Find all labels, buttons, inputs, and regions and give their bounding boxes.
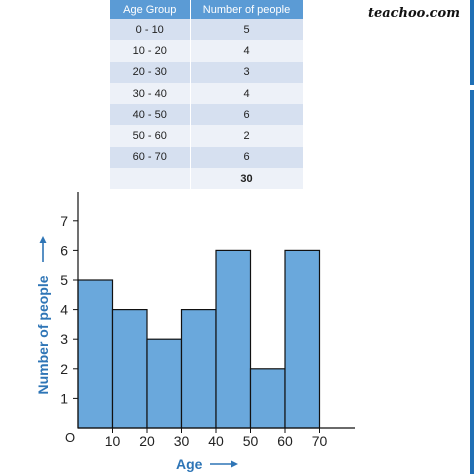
y-axis-title: Number of people xyxy=(35,275,51,394)
table-cell-age-group: 20 - 30 xyxy=(110,61,191,83)
table-row: 30 - 40 4 xyxy=(110,82,304,105)
side-accent-notch xyxy=(469,85,474,90)
x-tick-label: 50 xyxy=(243,433,259,449)
bars-group xyxy=(77,249,321,429)
table-row: 40 - 50 6 xyxy=(110,104,304,126)
table-cell-count: 6 xyxy=(190,146,304,169)
teachoo-logo: teachoo.com xyxy=(367,6,460,21)
table-total-value: 30 xyxy=(190,168,304,190)
table-cell-count: 2 xyxy=(190,125,304,147)
frequency-table-wrap: Age Group Number of people 0 - 10 5 10 -… xyxy=(110,0,304,190)
origin-label: O xyxy=(65,430,75,445)
side-accent-bar xyxy=(469,0,474,474)
table-total-blank xyxy=(110,168,191,190)
histogram-bar xyxy=(180,309,217,429)
frequency-table: Age Group Number of people 0 - 10 5 10 -… xyxy=(110,0,304,190)
histogram-bar xyxy=(215,249,252,429)
table-cell-age-group: 60 - 70 xyxy=(110,146,191,169)
x-tick-label: 60 xyxy=(277,433,293,449)
table-row: 20 - 30 3 xyxy=(110,61,304,83)
x-axis-title: Age xyxy=(176,456,203,472)
histogram-bar xyxy=(249,368,286,429)
x-axis-arrowhead-icon xyxy=(231,460,238,468)
table-cell-age-group: 50 - 60 xyxy=(110,125,191,147)
y-tick-label: 7 xyxy=(60,213,68,229)
x-tick-label: 40 xyxy=(208,433,224,449)
x-tick-label: 30 xyxy=(174,433,190,449)
table-cell-count: 3 xyxy=(190,61,304,83)
y-tick-label: 4 xyxy=(60,302,68,318)
ticks-group: 1 2 3 4 5 6 7 10 20 30 40 50 60 70 xyxy=(60,213,327,449)
table-cell-age-group: 10 - 20 xyxy=(110,40,191,62)
table-cell-count: 4 xyxy=(190,40,304,62)
table-row: 10 - 20 4 xyxy=(110,40,304,62)
table-header-row: Age Group Number of people xyxy=(110,0,304,19)
table-cell-count: 4 xyxy=(190,82,304,105)
x-tick-label: 10 xyxy=(105,433,121,449)
y-tick-label: 6 xyxy=(60,242,68,258)
y-tick-label: 2 xyxy=(60,361,68,377)
histogram-bar xyxy=(111,309,148,429)
histogram-bar xyxy=(284,249,321,429)
x-tick-label: 70 xyxy=(312,433,328,449)
x-tick-label: 20 xyxy=(139,433,155,449)
header-age-group: Age Group xyxy=(110,0,191,19)
table-cell-age-group: 40 - 50 xyxy=(110,104,191,126)
header-number-of-people: Number of people xyxy=(190,0,304,19)
histogram-bar xyxy=(77,279,114,429)
table-cell-age-group: 0 - 10 xyxy=(110,19,191,41)
y-tick-label: 1 xyxy=(60,390,68,406)
table-cell-count: 5 xyxy=(190,19,304,41)
table-total-row: 30 xyxy=(110,168,304,190)
table-row: 50 - 60 2 xyxy=(110,125,304,147)
y-axis-arrowhead-icon xyxy=(39,236,47,243)
y-tick-label: 5 xyxy=(60,272,68,288)
table-row: 60 - 70 6 xyxy=(110,146,304,169)
table-cell-count: 6 xyxy=(190,104,304,126)
histogram-bar xyxy=(146,338,183,429)
y-tick-label: 3 xyxy=(60,331,68,347)
table-cell-age-group: 30 - 40 xyxy=(110,82,191,105)
table-row: 0 - 10 5 xyxy=(110,19,304,41)
